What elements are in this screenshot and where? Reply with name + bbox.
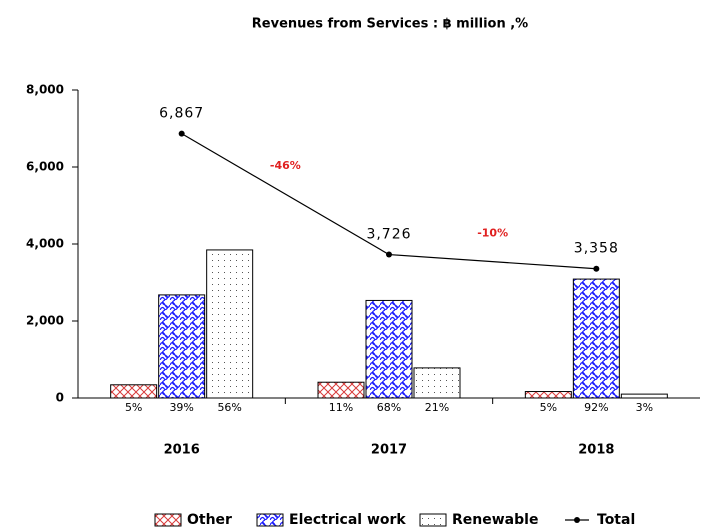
x-tick-label: 2016 [164,443,200,458]
value-label: 6,867 [159,106,204,122]
bar [110,384,158,399]
annotation: -10% [477,227,508,240]
chart-title: Revenues from Services : ฿ million ,% [252,17,528,32]
legend-swatch [256,513,284,527]
legend-label: Renewable [452,512,538,527]
legend-label: Total [597,512,635,527]
y-tick-label: 8,000 [26,83,64,97]
share-label: 39% [169,401,193,414]
share-label: 11% [329,401,353,414]
share-label: 56% [217,401,241,414]
y-tick-label: 0 [56,391,64,405]
point [386,251,392,258]
value-label: 3,358 [574,241,619,257]
legend-swatch [419,513,447,527]
bar [413,367,461,399]
share-label: 5% [125,401,142,414]
share-label: 5% [540,401,557,414]
value-label: 3,726 [366,227,411,243]
bar [620,393,668,399]
point [178,130,185,137]
legend-point [574,517,580,523]
x-tick-label: 2017 [371,443,407,458]
share-label: 3% [636,401,653,414]
bar [158,294,206,399]
share-label: 21% [425,401,449,414]
bar [572,278,620,399]
line [181,133,597,270]
share-label: 92% [584,401,608,414]
bar [317,381,365,399]
y-tick-label: 4,000 [26,237,64,251]
annotation: -46% [270,159,301,172]
bar [524,391,572,399]
legend-label: Other [187,512,232,527]
y-tick-label: 2,000 [26,314,64,328]
legend-swatch [154,513,182,527]
bar [365,299,413,399]
share-label: 68% [377,401,401,414]
point [593,265,600,272]
x-tick-label: 2018 [578,443,614,458]
y-tick-label: 6,000 [26,160,64,174]
legend-label: Electrical work [289,512,406,527]
bar [206,249,254,399]
